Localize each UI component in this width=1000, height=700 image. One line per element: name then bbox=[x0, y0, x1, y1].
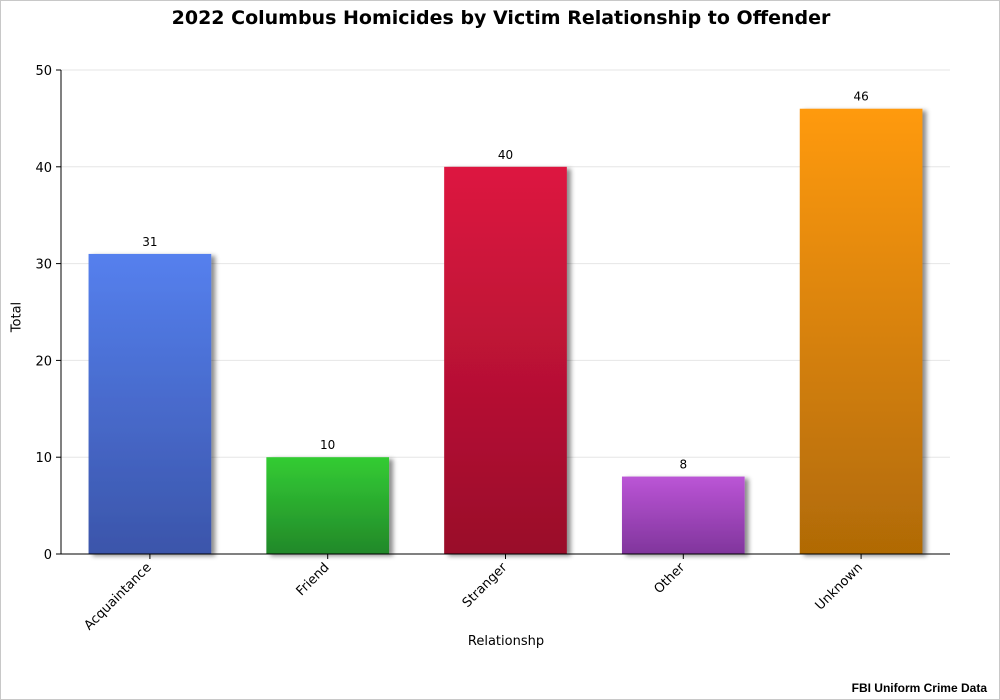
bar-unknown bbox=[799, 108, 923, 554]
x-tick-label: Friend bbox=[294, 560, 333, 599]
y-tick-label: 20 bbox=[35, 354, 52, 369]
y-tick-label: 10 bbox=[35, 451, 52, 466]
bar-stranger bbox=[444, 166, 567, 555]
data-label: 40 bbox=[498, 148, 513, 162]
data-label: 10 bbox=[320, 438, 335, 452]
chart-title: 2022 Columbus Homicides by Victim Relati… bbox=[171, 7, 831, 29]
x-tick-label: Unknown bbox=[813, 560, 866, 613]
y-tick-label: 50 bbox=[35, 64, 52, 79]
x-axis-title: Relationshp bbox=[467, 634, 545, 649]
bar-other bbox=[621, 476, 745, 554]
data-label: 46 bbox=[853, 90, 868, 104]
y-tick-label: 0 bbox=[44, 548, 52, 563]
x-tick-label: Other bbox=[651, 560, 688, 597]
x-tick-label: Stranger bbox=[460, 560, 511, 611]
source-note: FBI Uniform Crime Data bbox=[851, 681, 987, 695]
x-tick-label: Acquaintance bbox=[81, 560, 154, 633]
bar-friend bbox=[266, 457, 390, 554]
y-tick-label: 30 bbox=[35, 258, 52, 273]
data-label: 31 bbox=[142, 235, 157, 249]
bar-acquaintance bbox=[88, 253, 212, 555]
y-tick-label: 40 bbox=[35, 161, 52, 176]
data-label: 8 bbox=[679, 458, 687, 472]
